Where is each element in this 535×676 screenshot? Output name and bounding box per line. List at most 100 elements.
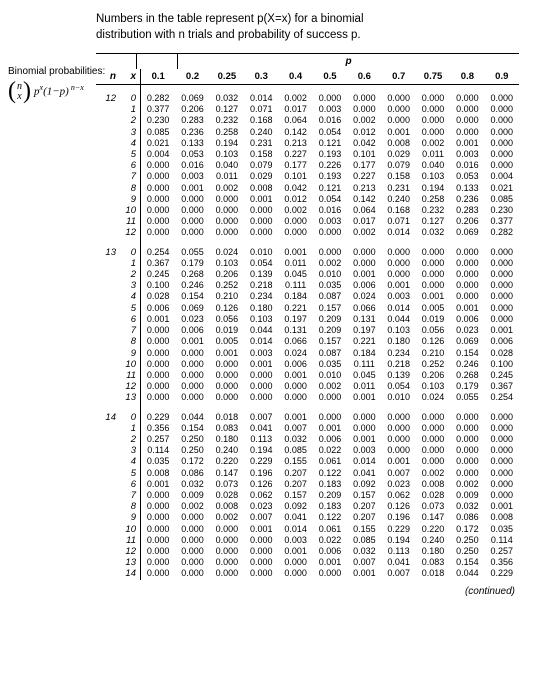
- cell-value: 0.014: [382, 303, 416, 314]
- cell-value: 0.071: [244, 104, 278, 115]
- cell-n: [96, 479, 118, 490]
- cell-value: 0.155: [278, 456, 312, 467]
- cell-value: 0.002: [416, 468, 450, 479]
- cell-value: 0.085: [485, 194, 519, 205]
- cell-value: 0.213: [278, 138, 312, 149]
- cell-value: 0.083: [210, 423, 244, 434]
- cell-value: 0.000: [313, 247, 347, 258]
- cell-value: 0.154: [175, 291, 209, 302]
- cell-value: 0.000: [450, 104, 484, 115]
- cell-value: 0.000: [416, 93, 450, 104]
- cell-value: 0.028: [210, 490, 244, 501]
- cell-n: [96, 359, 118, 370]
- table-row: 20.2450.2680.2060.1390.0450.0100.0010.00…: [96, 269, 519, 280]
- cell-value: 0.092: [278, 501, 312, 512]
- cell-value: 0.085: [347, 535, 381, 546]
- cell-value: 0.180: [416, 546, 450, 557]
- cell-value: 0.000: [210, 359, 244, 370]
- cell-value: 0.021: [485, 183, 519, 194]
- cell-value: 0.000: [175, 194, 209, 205]
- cell-value: 0.207: [347, 501, 381, 512]
- cell-n: [96, 490, 118, 501]
- cell-value: 0.000: [244, 216, 278, 227]
- cell-value: 0.000: [141, 325, 175, 336]
- cell-value: 0.006: [313, 546, 347, 557]
- cell-value: 0.250: [175, 434, 209, 445]
- table-row: 110.0000.0000.0000.0000.0000.0030.0170.0…: [96, 216, 519, 227]
- cell-value: 0.168: [382, 205, 416, 216]
- cell-value: 0.000: [416, 423, 450, 434]
- cell-value: 0.032: [278, 434, 312, 445]
- cell-value: 0.142: [347, 194, 381, 205]
- cell-value: 0.230: [141, 115, 175, 126]
- cell-value: 0.206: [450, 216, 484, 227]
- cell-n: [96, 194, 118, 205]
- cell-x: 4: [118, 456, 141, 467]
- cell-value: 0.000: [210, 568, 244, 579]
- cell-value: 0.000: [175, 568, 209, 579]
- cell-value: 0.000: [416, 434, 450, 445]
- cell-value: 0.007: [382, 568, 416, 579]
- cell-value: 0.008: [382, 138, 416, 149]
- cell-value: 0.000: [382, 412, 416, 423]
- cell-value: 0.000: [450, 434, 484, 445]
- cell-value: 0.101: [347, 149, 381, 160]
- cell-value: 0.154: [175, 423, 209, 434]
- cell-value: 0.016: [313, 115, 347, 126]
- cell-value: 0.114: [485, 535, 519, 546]
- cell-x: 10: [118, 524, 141, 535]
- cell-value: 0.000: [382, 104, 416, 115]
- cell-value: 0.232: [210, 115, 244, 126]
- cell-value: 0.207: [278, 468, 312, 479]
- cell-value: 0.000: [210, 216, 244, 227]
- table-row: 100.0000.0000.0000.0010.0140.0610.1550.2…: [96, 524, 519, 535]
- cell-value: 0.196: [244, 468, 278, 479]
- cell-value: 0.180: [210, 434, 244, 445]
- cell-n: [96, 280, 118, 291]
- cell-value: 0.229: [485, 568, 519, 579]
- cell-value: 0.062: [382, 490, 416, 501]
- cell-value: 0.035: [485, 524, 519, 535]
- cell-value: 0.022: [313, 445, 347, 456]
- cell-n: [96, 138, 118, 149]
- table-row: 10.3770.2060.1270.0710.0170.0030.0000.00…: [96, 104, 519, 115]
- cell-value: 0.000: [210, 524, 244, 535]
- cell-x: 0: [118, 247, 141, 258]
- cell-n: [96, 512, 118, 523]
- cell-value: 0.000: [347, 258, 381, 269]
- cell-value: 0.257: [141, 434, 175, 445]
- p-header-row: p: [96, 54, 519, 69]
- cell-value: 0.218: [244, 280, 278, 291]
- cell-value: 0.245: [141, 269, 175, 280]
- table-row: 120.0000.0000.0000.0000.0000.0000.0020.0…: [96, 227, 519, 238]
- table-row: 80.0000.0020.0080.0230.0920.1830.2070.12…: [96, 501, 519, 512]
- cell-x: 10: [118, 205, 141, 216]
- cell-value: 0.193: [313, 149, 347, 160]
- cell-value: 0.000: [382, 423, 416, 434]
- cell-n: [96, 127, 118, 138]
- table-row: 130.0000.0000.0000.0000.0000.0000.0010.0…: [96, 392, 519, 403]
- cell-value: 0.227: [347, 171, 381, 182]
- cell-value: 0.053: [450, 171, 484, 182]
- cell-value: 0.193: [313, 171, 347, 182]
- cell-value: 0.103: [416, 171, 450, 182]
- cell-value: 0.035: [313, 359, 347, 370]
- cell-value: 0.009: [175, 490, 209, 501]
- cell-value: 0.122: [313, 512, 347, 523]
- cell-x: 13: [118, 557, 141, 568]
- cell-x: 13: [118, 392, 141, 403]
- cell-value: 0.002: [278, 93, 312, 104]
- table-row: 30.1000.2460.2520.2180.1110.0350.0060.00…: [96, 280, 519, 291]
- cell-value: 0.006: [450, 314, 484, 325]
- cell-n: [96, 370, 118, 381]
- cell-value: 0.003: [244, 348, 278, 359]
- cell-x: 9: [118, 512, 141, 523]
- cell-value: 0.234: [244, 291, 278, 302]
- cell-value: 0.069: [450, 336, 484, 347]
- cell-value: 0.250: [450, 535, 484, 546]
- cell-value: 0.147: [210, 468, 244, 479]
- cell-value: 0.054: [382, 381, 416, 392]
- cell-value: 0.207: [278, 479, 312, 490]
- cell-value: 0.000: [210, 546, 244, 557]
- cell-value: 0.073: [210, 479, 244, 490]
